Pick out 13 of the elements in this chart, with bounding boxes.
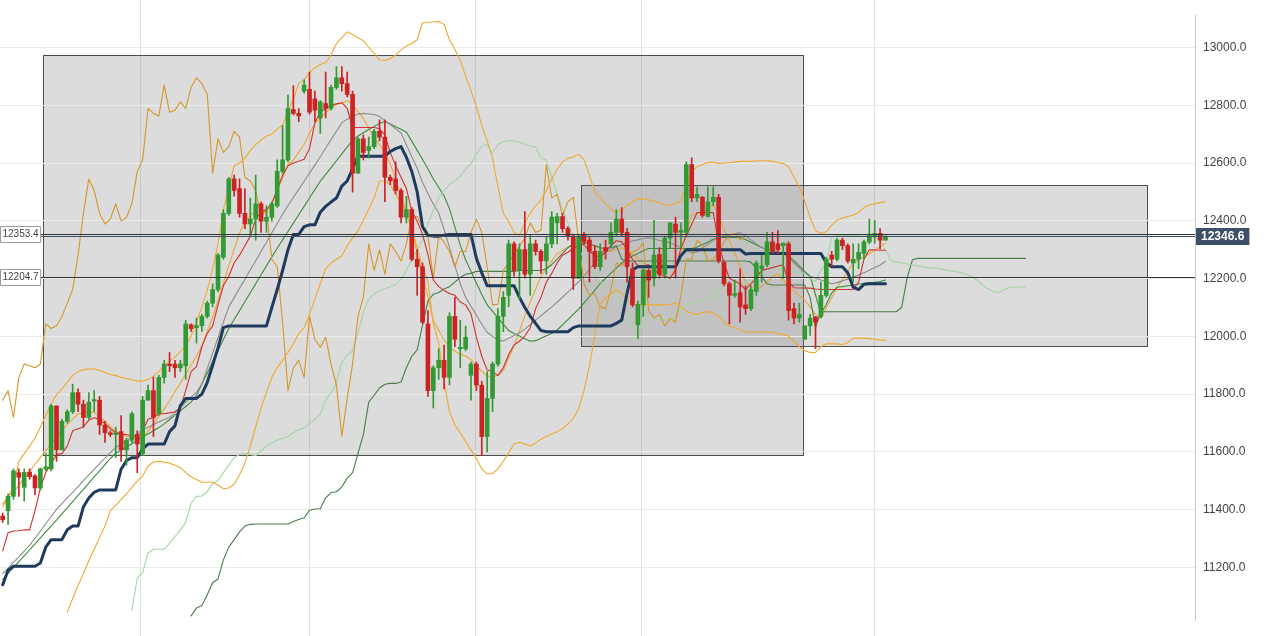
y-tick-label: 12000.0 [1203, 328, 1247, 343]
y-tick-label: 11600.0 [1203, 444, 1246, 459]
y-tick-label: 13000.0 [1203, 39, 1247, 54]
y-tick-label: 11800.0 [1203, 386, 1246, 401]
y-tick-label: 12400.0 [1203, 213, 1247, 228]
y-tick-label: 12600.0 [1203, 155, 1247, 170]
y-tick-label: 12800.0 [1203, 97, 1247, 112]
y-tick-label: 11200.0 [1203, 559, 1246, 574]
y-tick-label: 12200.0 [1203, 270, 1247, 285]
ref-line-label: 12346.6 [1201, 228, 1245, 243]
ref-line-label: 12353.4 [2, 228, 40, 240]
ref-line-label: 12204.7 [2, 271, 40, 283]
y-tick-label: 11400.0 [1203, 501, 1246, 516]
